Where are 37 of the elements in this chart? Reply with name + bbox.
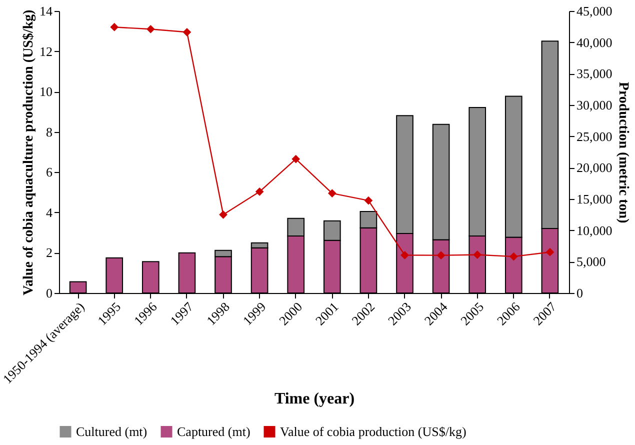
y-tick-label: 4 (46, 204, 53, 220)
y2-axis-title: Production (metric ton) (615, 82, 630, 224)
y2-tick-label: 10,000 (576, 222, 612, 238)
y2-tick-label: 25,000 (576, 128, 612, 144)
y-tick-label: 0 (46, 286, 52, 300)
point (292, 154, 300, 164)
y2-tick-label: 30,000 (576, 98, 612, 112)
legend-label: Captured (mt) (177, 424, 250, 439)
point (219, 210, 228, 219)
legend-label: Cultured (mt) (76, 424, 148, 439)
point (473, 250, 482, 259)
point (255, 188, 264, 196)
y2-tick-label: 35,000 (576, 66, 612, 82)
point (110, 22, 119, 32)
y-tick-label: 12 (40, 44, 52, 59)
y2-tick-label: 45,000 (576, 4, 612, 18)
y2-tick-label: 40,000 (576, 34, 612, 50)
point (509, 252, 518, 261)
point (328, 189, 336, 198)
y2-tick-label: 0 (576, 286, 583, 300)
point (436, 251, 446, 260)
point (146, 24, 155, 34)
y2-tick-label: 20,000 (576, 160, 612, 176)
y2-tick-label: 5,000 (576, 254, 606, 270)
y-axis-title: Value of cobia aquaculture production (US$/kg) (22, 9, 36, 296)
y-tick-label: 8 (46, 124, 52, 140)
y-tick-label: 10 (40, 84, 52, 100)
point (364, 196, 373, 205)
point (546, 248, 554, 256)
legend-label: Value of cobia production (US$/kg) (280, 424, 466, 439)
point (400, 250, 409, 260)
x-axis-title: Time (year) (274, 390, 355, 408)
y-tick-label: 14 (40, 4, 53, 18)
y2-tick-label: 15,000 (576, 192, 612, 206)
point (182, 28, 192, 36)
y-tick-label: 2 (46, 245, 52, 260)
y-tick-label: 6 (46, 164, 53, 180)
